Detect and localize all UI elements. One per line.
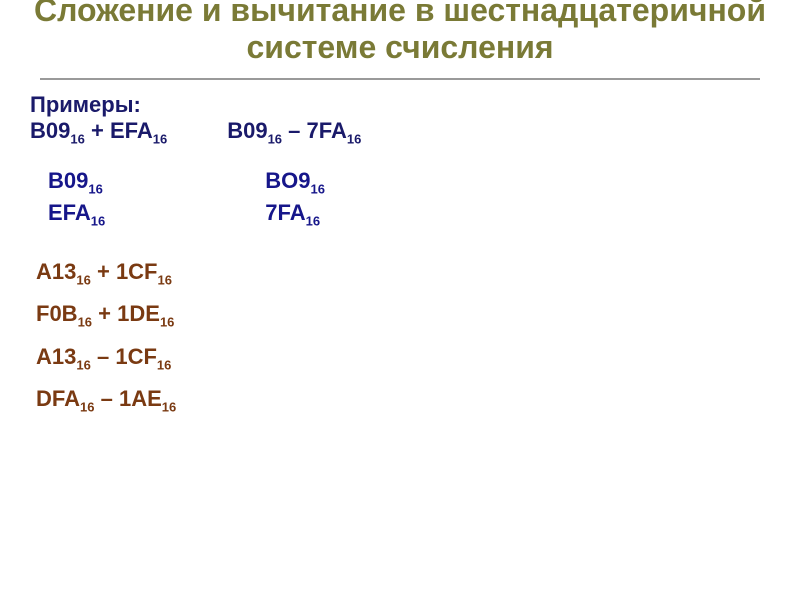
subscript: 16 — [76, 357, 90, 372]
subscript: 16 — [160, 315, 174, 330]
subscript: 16 — [78, 315, 92, 330]
subscript: 16 — [162, 399, 176, 414]
subscript: 16 — [153, 131, 167, 146]
value: B09 — [48, 168, 88, 193]
operator: + — [98, 301, 111, 326]
stack-line: BO916 — [265, 168, 325, 196]
operand-a: B09 — [227, 118, 267, 143]
operand-b: 1CF — [115, 344, 157, 369]
operator: – — [101, 386, 113, 411]
title-divider — [40, 78, 760, 80]
value: EFA — [48, 200, 91, 225]
top-expr-addition: B0916 + EFA16 — [30, 118, 167, 146]
value: BO9 — [265, 168, 310, 193]
stack-line: 7FA16 — [265, 200, 325, 228]
operand-a: A13 — [36, 344, 76, 369]
subscript: 16 — [70, 131, 84, 146]
operand-b: 1AE — [119, 386, 162, 411]
operator: – — [288, 118, 300, 143]
operand-b: 1DE — [117, 301, 160, 326]
subscript: 16 — [311, 181, 325, 196]
operator: + — [97, 259, 110, 284]
operand-b: 7FA — [307, 118, 347, 143]
operator: + — [91, 118, 104, 143]
operand-b: 1CF — [116, 259, 158, 284]
examples-label: Примеры: — [30, 92, 770, 118]
subscript: 16 — [158, 272, 172, 287]
subscript: 16 — [80, 399, 94, 414]
value: 7FA — [265, 200, 305, 225]
subscript: 16 — [268, 131, 282, 146]
subscript: 16 — [157, 357, 171, 372]
operand-a: DFA — [36, 386, 80, 411]
operand-a: A13 — [36, 259, 76, 284]
subscript: 16 — [306, 214, 320, 229]
stack-line: EFA16 — [48, 200, 105, 228]
subscript: 16 — [88, 181, 102, 196]
stack-left: B0916 EFA16 — [48, 168, 105, 233]
slide: Сложение и вычитание в шестнадцатеричной… — [0, 0, 800, 592]
list-expr: A1316 + 1CF16 — [36, 259, 770, 287]
operator: – — [97, 344, 109, 369]
subscript: 16 — [76, 272, 90, 287]
stack-line: B0916 — [48, 168, 105, 196]
operand-b: EFA — [110, 118, 153, 143]
operand-a: B09 — [30, 118, 70, 143]
bottom-expression-list: A1316 + 1CF16 F0B16 + 1DE16 A1316 – 1CF1… — [36, 259, 770, 415]
stack-right: BO916 7FA16 — [265, 168, 325, 233]
list-expr: A1316 – 1CF16 — [36, 344, 770, 372]
subscript: 16 — [347, 131, 361, 146]
top-expression-row: B0916 + EFA16 B0916 – 7FA16 — [30, 118, 770, 146]
subscript: 16 — [91, 214, 105, 229]
slide-title: Сложение и вычитание в шестнадцатеричной… — [30, 0, 770, 74]
stacked-columns: B0916 EFA16 BO916 7FA16 — [48, 168, 770, 233]
list-expr: F0B16 + 1DE16 — [36, 301, 770, 329]
list-expr: DFA16 – 1AE16 — [36, 386, 770, 414]
operand-a: F0B — [36, 301, 78, 326]
top-expr-subtraction: B0916 – 7FA16 — [227, 118, 361, 146]
